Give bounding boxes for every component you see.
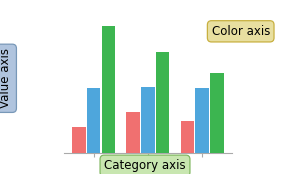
Text: Category axis: Category axis (104, 159, 186, 172)
Bar (210, 73, 224, 153)
Bar (72, 127, 86, 153)
Bar (102, 26, 115, 153)
Text: Color axis: Color axis (211, 25, 270, 38)
Bar (156, 52, 169, 153)
Bar (141, 87, 155, 153)
Bar (126, 112, 140, 153)
Text: Value axis: Value axis (0, 48, 12, 108)
Bar (181, 121, 194, 153)
Bar (195, 88, 209, 153)
Bar (87, 88, 100, 153)
